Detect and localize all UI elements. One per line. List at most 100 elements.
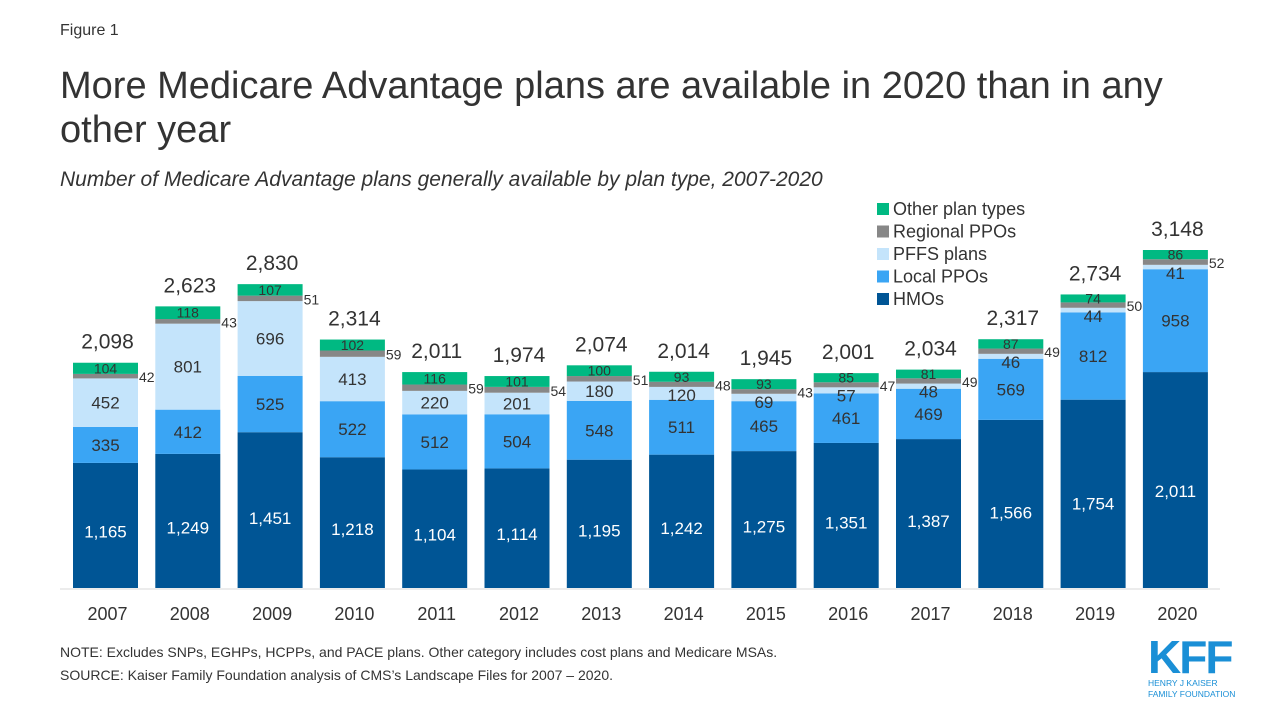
bar-regional-ppos-2009 — [237, 295, 303, 302]
bar-pffs-plans-2013 — [566, 381, 632, 401]
total-label-2007: 2,098 — [81, 331, 134, 354]
label-other-plan-types-2011: 116 — [424, 370, 447, 386]
label-pffs-plans-2014: 120 — [667, 386, 695, 405]
label-regional-ppos-2020: 52 — [1209, 255, 1225, 271]
legend-swatch-pffs-plans — [877, 248, 889, 260]
x-tick-2014: 2014 — [664, 604, 704, 624]
bar-other-plan-types-2008 — [155, 306, 221, 320]
legend-label-local-ppos: Local PPOs — [893, 267, 988, 287]
bar-other-plan-types-2017 — [896, 369, 961, 379]
label-local-ppos-2013: 548 — [585, 421, 613, 440]
label-other-plan-types-2014: 93 — [674, 369, 690, 385]
bar-pffs-plans-2018 — [978, 353, 1044, 359]
bar-local-ppos-2011 — [402, 414, 468, 470]
label-local-ppos-2012: 504 — [503, 432, 531, 451]
label-hmos-2013: 1,195 — [578, 521, 621, 540]
bar-other-plan-types-2015 — [731, 379, 797, 390]
figure-label: Figure 1 — [60, 22, 119, 39]
label-pffs-plans-2018: 46 — [1001, 353, 1020, 372]
label-hmos-2015: 1,275 — [743, 517, 786, 536]
note-text: NOTE: Excludes SNPs, EGHPs, HCPPs, and P… — [60, 644, 778, 660]
x-tick-labels: 2007 2008 2009 2010 2011 2012 2013 2014 2015 2016… — [87, 604, 1197, 624]
bar-pffs-plans-2008 — [155, 323, 221, 410]
total-label-2009: 2,830 — [246, 252, 299, 275]
label-pffs-plans-2013: 180 — [585, 382, 613, 401]
bar-hmos-2018 — [978, 419, 1044, 588]
total-label-2013: 2,074 — [575, 333, 628, 356]
x-tick-2010: 2010 — [334, 604, 374, 624]
bar-other-plan-types-2019 — [1060, 294, 1126, 303]
x-tick-2015: 2015 — [746, 604, 786, 624]
bar-regional-ppos-2008 — [155, 319, 221, 324]
bar-pffs-plans-2014 — [649, 386, 715, 400]
label-hmos-2009: 1,451 — [249, 509, 292, 528]
bar-local-ppos-2018 — [978, 358, 1044, 420]
label-other-plan-types-2018: 87 — [1003, 336, 1019, 352]
total-label-2015: 1,945 — [740, 347, 793, 370]
bar-hmos-2011 — [402, 469, 468, 588]
total-label-2020: 3,148 — [1151, 218, 1204, 241]
label-regional-ppos-2015: 43 — [797, 384, 813, 400]
label-hmos-2007: 1,165 — [84, 523, 127, 542]
label-regional-ppos-2014: 48 — [715, 377, 731, 393]
bar-regional-ppos-2019 — [1060, 302, 1126, 308]
bar-hmos-2019 — [1060, 399, 1126, 588]
label-other-plan-types-2019: 74 — [1085, 290, 1101, 306]
legend-label-other-plan-types: Other plan types — [893, 199, 1025, 219]
bar-pffs-plans-2009 — [237, 301, 303, 376]
label-regional-ppos-2008: 43 — [221, 314, 237, 330]
bar-pffs-plans-2012 — [484, 392, 550, 415]
label-local-ppos-2017: 469 — [914, 405, 942, 424]
label-local-ppos-2020: 958 — [1161, 312, 1189, 331]
bar-local-ppos-2009 — [237, 375, 303, 433]
label-regional-ppos-2010: 59 — [386, 347, 402, 363]
label-local-ppos-2008: 412 — [174, 423, 202, 442]
bar-other-plan-types-2009 — [237, 284, 303, 296]
bar-hmos-2016 — [813, 442, 879, 588]
bar-pffs-plans-2007 — [73, 378, 138, 427]
legend-swatch-hmos — [877, 293, 889, 305]
bar-local-ppos-2007 — [73, 426, 138, 463]
bar-pffs-plans-2011 — [402, 390, 468, 415]
label-other-plan-types-2007: 104 — [94, 360, 118, 376]
legend-swatch-regional-ppos — [877, 225, 889, 238]
label-hmos-2016: 1,351 — [825, 514, 868, 533]
bar-pffs-plans-2016 — [813, 387, 879, 394]
label-local-ppos-2018: 569 — [997, 380, 1025, 399]
bar-local-ppos-2008 — [155, 409, 221, 454]
bar-hmos-2012 — [484, 468, 550, 588]
label-pffs-plans-2009: 696 — [256, 329, 284, 348]
total-label-2012: 1,974 — [493, 344, 546, 367]
legend-swatch-local-ppos — [877, 270, 889, 283]
x-tick-2020: 2020 — [1157, 604, 1197, 624]
x-tick-2009: 2009 — [252, 604, 292, 624]
kff-logo: KFF HENRY J KAISER FAMILY FOUNDATION — [1148, 634, 1238, 699]
bar-regional-ppos-2016 — [813, 382, 879, 388]
x-tick-2007: 2007 — [87, 604, 127, 624]
label-local-ppos-2011: 512 — [421, 433, 449, 452]
bar-local-ppos-2012 — [484, 414, 550, 469]
bar-other-plan-types-2013 — [566, 365, 632, 377]
bar-hmos-2014 — [649, 454, 715, 588]
label-local-ppos-2019: 812 — [1079, 347, 1107, 366]
legend-label-hmos: HMOs — [893, 289, 944, 309]
bar-local-ppos-2016 — [813, 393, 879, 443]
bar-regional-ppos-2012 — [484, 386, 550, 393]
bar-other-plan-types-2014 — [649, 371, 715, 382]
label-hmos-2008: 1,249 — [167, 519, 210, 538]
total-label-2018: 2,317 — [987, 307, 1040, 330]
label-pffs-plans-2016: 57 — [837, 386, 856, 405]
bar-other-plan-types-2010 — [319, 339, 385, 351]
label-hmos-2018: 1,566 — [990, 503, 1033, 522]
label-pffs-plans-2007: 452 — [91, 394, 119, 413]
bar-hmos-2017 — [896, 439, 961, 588]
label-local-ppos-2015: 465 — [750, 417, 778, 436]
bar-regional-ppos-2011 — [402, 384, 468, 391]
label-hmos-2020: 2,011 — [1155, 482, 1196, 501]
total-label-2016: 2,001 — [822, 341, 875, 364]
label-pffs-plans-2017: 48 — [919, 383, 938, 402]
bar-other-plan-types-2011 — [402, 372, 468, 385]
source-text: SOURCE: Kaiser Family Foundation analysi… — [60, 667, 614, 683]
bar-hmos-2007 — [73, 462, 138, 588]
bar-local-ppos-2014 — [649, 399, 715, 455]
